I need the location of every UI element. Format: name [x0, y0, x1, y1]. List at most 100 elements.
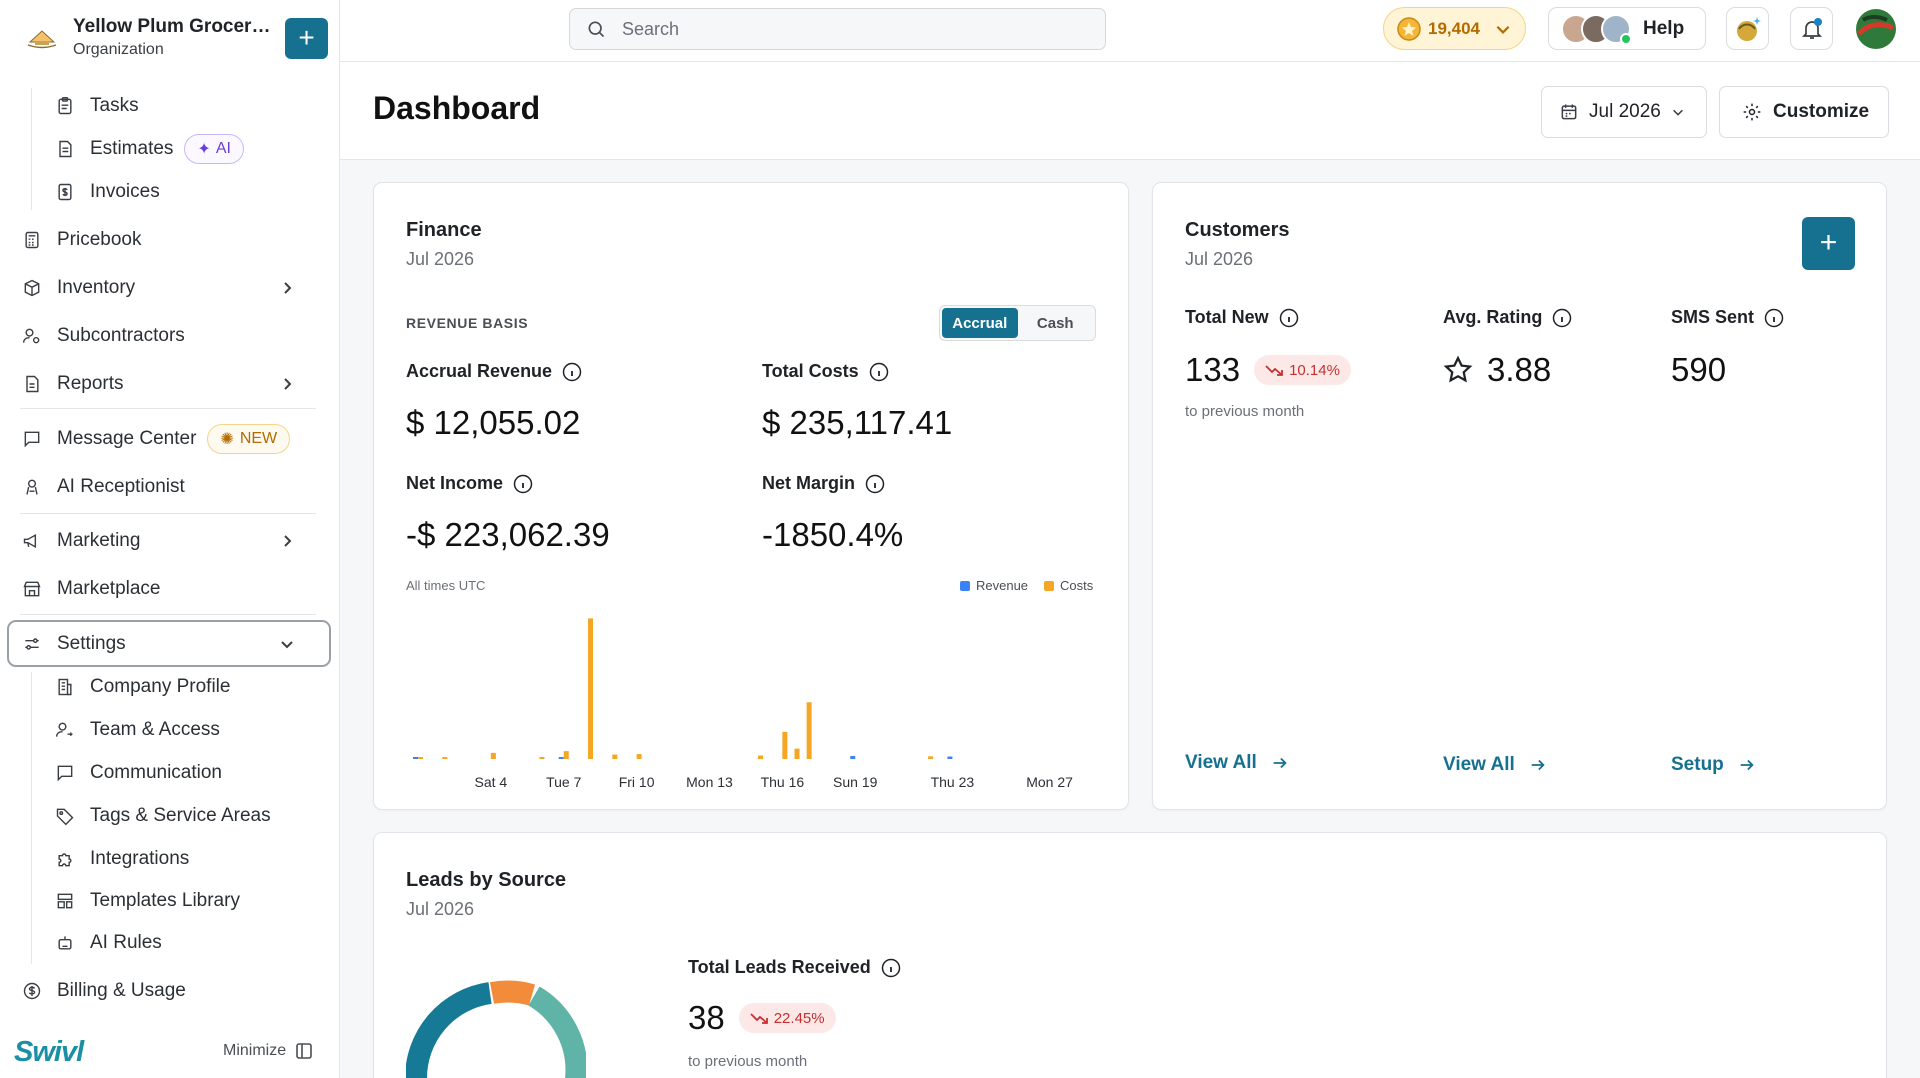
info-icon[interactable]: [1279, 308, 1299, 328]
bar-costs[interactable]: [588, 618, 594, 759]
credits-button[interactable]: 19,404: [1383, 7, 1526, 50]
bar-revenue[interactable]: [947, 756, 953, 759]
sidebar-item-marketing[interactable]: Marketing: [21, 521, 321, 561]
sidebar-item-integrations[interactable]: Integrations: [54, 839, 189, 879]
ai-assistant-button[interactable]: [1726, 7, 1769, 50]
info-icon[interactable]: [1552, 308, 1572, 328]
sidebar-item-reports[interactable]: Reports: [21, 364, 321, 404]
bar-revenue[interactable]: [413, 757, 418, 759]
sms-setup-link[interactable]: Setup: [1671, 754, 1756, 776]
bar-costs[interactable]: [806, 702, 812, 759]
sidebar-item-label: AI Rules: [90, 932, 162, 953]
calendar-icon: [1561, 104, 1577, 120]
bar-costs[interactable]: [563, 751, 569, 759]
label-text: Total Leads Received: [688, 957, 871, 977]
sidebar-item-tasks[interactable]: Tasks: [54, 86, 139, 126]
invoice-icon: [54, 181, 76, 203]
label-text: Total Costs: [762, 361, 859, 381]
net-income-label: Net Income: [406, 473, 533, 494]
sidebar-item-ai-rules[interactable]: AI Rules: [54, 923, 162, 963]
top-bar: 19,404 Help: [340, 0, 1920, 62]
sidebar-item-label: Team & Access: [90, 719, 220, 740]
sidebar-item-label: Reports: [57, 373, 124, 394]
x-tick-label: Fri 10: [619, 774, 655, 790]
sidebar-item-billing-usage[interactable]: Billing & Usage: [21, 971, 186, 1011]
sidebar-item-message-center[interactable]: Message Center ✺ NEW: [21, 419, 291, 459]
bar-costs[interactable]: [758, 755, 764, 759]
bar-costs[interactable]: [539, 757, 545, 759]
label-text: Accrual Revenue: [406, 361, 553, 381]
sidebar-item-templates-library[interactable]: Templates Library: [54, 881, 240, 921]
date-label: Jul 2026: [1589, 101, 1661, 122]
building-icon: [54, 676, 76, 698]
help-button[interactable]: Help: [1548, 7, 1706, 50]
bar-costs[interactable]: [928, 756, 934, 759]
legend-label: Costs: [1060, 578, 1094, 593]
view-all-ratings-link[interactable]: View All: [1443, 754, 1547, 776]
sidebar-item-invoices[interactable]: Invoices: [54, 172, 160, 212]
sidebar-item-inventory[interactable]: Inventory: [21, 268, 321, 308]
x-tick-label: Mon 13: [686, 774, 733, 790]
sidebar-item-team-access[interactable]: Team & Access: [54, 710, 220, 750]
bar-costs[interactable]: [794, 748, 800, 759]
change-value: 22.45%: [773, 1009, 825, 1027]
bar-costs[interactable]: [782, 731, 788, 759]
net-margin-label: Net Margin: [762, 473, 885, 494]
chevron-right-icon: [279, 533, 295, 549]
cash-option[interactable]: Cash: [1036, 314, 1074, 332]
view-all-customers-link[interactable]: View All: [1185, 752, 1289, 774]
sidebar-item-label: Settings: [57, 633, 126, 654]
sidebar-item-label: Company Profile: [90, 676, 231, 697]
bar-costs[interactable]: [490, 752, 496, 759]
sliders-icon: [21, 633, 43, 655]
ai-badge: ✦ AI: [184, 134, 244, 164]
notifications-button[interactable]: [1790, 7, 1833, 50]
trend-down-icon: [1265, 365, 1283, 376]
info-icon[interactable]: [1764, 308, 1784, 328]
sidebar-item-pricebook[interactable]: Pricebook: [21, 220, 142, 260]
info-icon[interactable]: [865, 474, 885, 494]
bar-revenue[interactable]: [558, 757, 564, 759]
sidebar-item-subcontractors[interactable]: Subcontractors: [21, 316, 185, 356]
sidebar-item-estimates[interactable]: Estimates ✦ AI: [54, 129, 244, 169]
sidebar-item-settings[interactable]: Settings: [21, 624, 321, 664]
customize-button[interactable]: Customize: [1719, 86, 1889, 138]
user-avatar-button[interactable]: [1854, 7, 1897, 50]
accrual-revenue-value: $ 12,055.02: [406, 404, 581, 441]
org-switcher[interactable]: Yellow Plum Grocers... Organization +: [0, 0, 340, 78]
total-costs-label: Total Costs: [762, 361, 889, 382]
sidebar-item-communication[interactable]: Communication: [54, 753, 222, 793]
net-income-value: -$ 223,062.39: [406, 516, 610, 553]
card-period: Jul 2026: [406, 899, 475, 919]
clipboard-icon: [54, 95, 76, 117]
info-icon[interactable]: [881, 958, 901, 978]
sidebar-item-company-profile[interactable]: Company Profile: [54, 667, 230, 707]
bar-costs[interactable]: [612, 754, 618, 759]
info-icon[interactable]: [513, 474, 533, 494]
add-customer-button[interactable]: +: [1802, 217, 1855, 270]
quick-add-button[interactable]: +: [285, 18, 328, 59]
search-box[interactable]: [569, 8, 1106, 50]
minimize-button[interactable]: Minimize: [223, 1042, 313, 1060]
legend-swatch: [960, 580, 970, 591]
x-tick-label: Thu 16: [761, 774, 805, 790]
donut-segment: [489, 980, 536, 1006]
x-tick-label: Thu 23: [931, 774, 975, 790]
info-icon[interactable]: [562, 362, 582, 382]
date-picker-button[interactable]: Jul 2026: [1541, 86, 1707, 138]
sidebar-item-marketplace[interactable]: Marketplace: [21, 569, 161, 609]
receptionist-icon: [21, 476, 43, 498]
bar-costs[interactable]: [636, 754, 642, 759]
link-label: View All: [1185, 752, 1257, 773]
search-input[interactable]: [622, 18, 1062, 40]
revenue-basis-toggle[interactable]: Accrual Cash: [939, 305, 1096, 341]
total-new-row: 133 10.14%: [1185, 351, 1351, 389]
sidebar-item-ai-receptionist[interactable]: AI Receptionist: [21, 467, 185, 507]
page-header: Dashboard Jul 2026 Customize: [340, 62, 1920, 160]
accrual-option[interactable]: Accrual: [942, 308, 1018, 338]
bar-revenue[interactable]: [850, 756, 856, 759]
bar-costs[interactable]: [418, 757, 423, 759]
info-icon[interactable]: [869, 362, 889, 382]
sidebar-item-tags-service-areas[interactable]: Tags & Service Areas: [54, 796, 271, 836]
bar-costs[interactable]: [442, 757, 448, 759]
